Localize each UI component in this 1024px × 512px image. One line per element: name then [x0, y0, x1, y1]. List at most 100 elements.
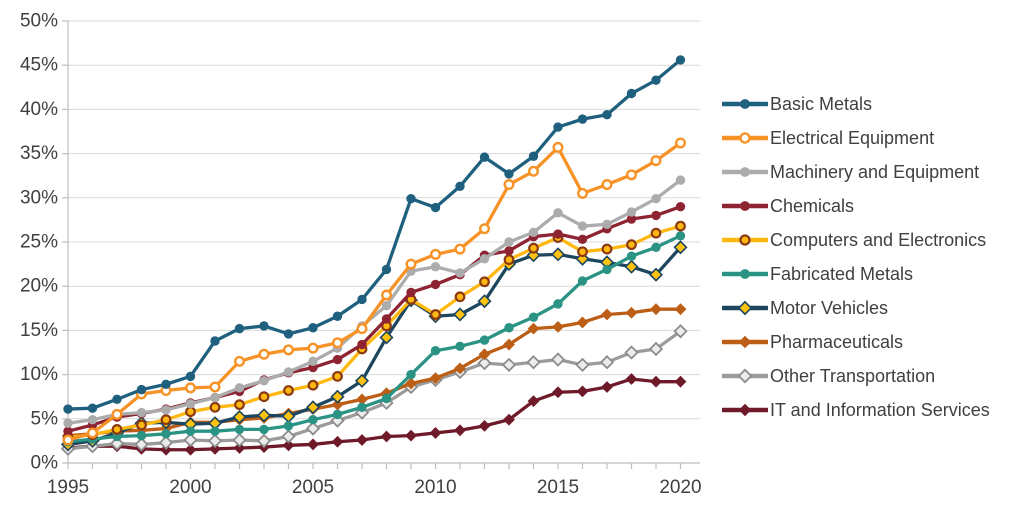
data-point-marker — [308, 356, 318, 367]
data-point-marker — [332, 337, 344, 349]
data-point-marker — [185, 371, 196, 382]
data-point-marker — [161, 379, 171, 390]
data-point-marker — [406, 369, 416, 380]
data-point-marker — [527, 322, 540, 335]
legend-line-circle-marker-icon — [722, 234, 768, 246]
legend-item-pharmaceuticals: Pharmaceuticals — [722, 325, 990, 359]
data-point-marker — [430, 279, 441, 290]
data-point-marker — [650, 303, 662, 316]
legend-line-circle-marker-icon — [722, 269, 768, 279]
data-point-marker — [454, 243, 466, 255]
data-point-marker — [477, 294, 492, 309]
data-point-marker — [478, 348, 491, 361]
legend-item-basic-metals: Basic Metals — [722, 87, 990, 121]
data-point-marker — [356, 434, 368, 446]
y-axis-label: 15% — [20, 320, 58, 341]
data-point-marker — [674, 303, 687, 316]
series-electrical-equipment — [62, 137, 687, 446]
data-point-marker — [601, 243, 613, 255]
data-point-marker — [380, 387, 393, 400]
data-point-marker — [259, 424, 269, 435]
data-point-marker — [232, 432, 247, 448]
data-point-marker — [576, 316, 589, 329]
legend-label: Fabricated Metals — [770, 263, 914, 284]
data-point-marker — [650, 227, 662, 239]
data-point-marker — [209, 381, 221, 393]
data-point-marker — [259, 321, 269, 331]
data-point-marker — [283, 329, 294, 339]
data-point-marker — [673, 240, 688, 255]
data-point-marker — [283, 367, 294, 377]
data-point-marker — [429, 372, 442, 385]
data-point-marker — [308, 323, 318, 333]
data-point-marker — [552, 386, 564, 399]
data-point-marker — [160, 414, 172, 426]
data-point-marker — [455, 181, 465, 192]
data-point-marker — [184, 382, 196, 394]
data-point-marker — [185, 399, 196, 409]
legend-label: Computers and Electronics — [770, 229, 987, 250]
data-point-marker — [675, 231, 686, 241]
data-point-marker — [626, 88, 637, 99]
data-point-marker — [331, 435, 344, 448]
data-point-marker — [405, 429, 417, 442]
data-point-marker — [478, 419, 491, 432]
data-point-marker — [575, 357, 590, 373]
data-point-marker — [405, 258, 417, 270]
data-point-marker — [625, 373, 638, 385]
data-point-marker — [479, 335, 490, 345]
data-point-marker — [307, 342, 319, 354]
data-point-marker — [232, 410, 247, 425]
data-point-marker — [158, 435, 174, 450]
data-point-marker — [308, 414, 318, 425]
series-line — [66, 307, 683, 438]
data-point-marker — [626, 207, 637, 217]
legend-label: IT and Information Services — [770, 399, 990, 420]
series-motor-vehicles — [60, 240, 688, 452]
data-point-marker — [234, 424, 245, 435]
data-point-marker — [626, 239, 637, 251]
data-point-marker — [161, 405, 171, 415]
y-axis-label: 20% — [20, 276, 58, 297]
legend-line-circle-marker-icon — [722, 201, 768, 211]
data-point-marker — [675, 137, 687, 149]
data-point-marker — [185, 426, 196, 436]
data-point-marker — [307, 438, 319, 451]
data-point-marker — [624, 259, 639, 274]
data-point-marker — [601, 179, 613, 191]
data-point-marker — [161, 429, 171, 439]
data-point-marker — [576, 385, 589, 398]
data-point-marker — [602, 264, 612, 275]
data-point-marker — [504, 169, 514, 179]
data-point-marker — [283, 421, 294, 431]
data-point-marker — [109, 436, 125, 451]
data-point-marker — [430, 262, 441, 272]
x-axis-label: 2000 — [169, 477, 211, 498]
data-point-marker — [356, 393, 368, 406]
data-point-marker — [553, 208, 563, 218]
data-point-marker — [207, 433, 223, 449]
data-point-marker — [648, 267, 664, 282]
legend-label: Machinery and Equipment — [770, 161, 980, 182]
data-point-marker — [503, 254, 515, 266]
data-point-marker — [651, 75, 661, 85]
data-point-marker — [528, 312, 539, 322]
series-line — [66, 377, 683, 452]
data-point-marker — [651, 210, 661, 221]
data-point-marker — [307, 379, 319, 391]
data-point-marker — [455, 268, 465, 278]
data-point-marker — [503, 413, 515, 426]
data-point-marker — [624, 345, 639, 360]
data-point-marker — [380, 430, 393, 443]
data-point-marker — [674, 375, 687, 388]
data-point-marker — [354, 373, 370, 388]
data-point-marker — [234, 383, 245, 393]
legend: Basic Metals Electrical Equipment Machiner… — [722, 87, 990, 427]
data-point-marker — [602, 110, 612, 120]
legend-item-chemicals: Chemicals — [722, 189, 990, 223]
legend-line-circle-marker-icon — [722, 99, 768, 109]
legend-label: Motor Vehicles — [770, 297, 889, 318]
y-axis-label: 25% — [20, 232, 58, 253]
data-point-marker — [357, 339, 367, 350]
data-point-marker — [259, 376, 269, 386]
